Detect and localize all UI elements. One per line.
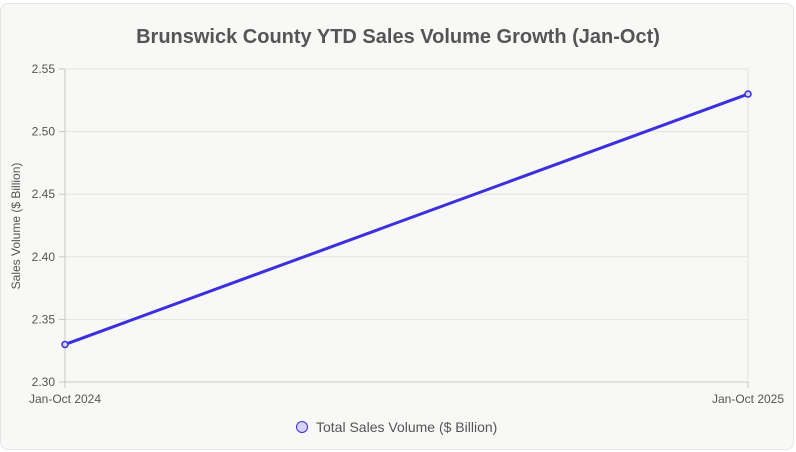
y-axis-ticks: 2.30 2.35 2.40 2.45 2.50 2.55 bbox=[32, 62, 65, 389]
x-axis-ticks: Jan-Oct 2024 Jan-Oct 2025 bbox=[29, 382, 784, 406]
legend[interactable]: Total Sales Volume ($ Billion) bbox=[296, 419, 498, 435]
y-tick-label: 2.45 bbox=[32, 187, 56, 201]
x-tick-label: Jan-Oct 2025 bbox=[712, 392, 784, 406]
y-tick-label: 2.30 bbox=[32, 375, 56, 389]
y-axis-title: Sales Volume ($ Billion) bbox=[9, 163, 23, 290]
series-layer bbox=[61, 90, 752, 349]
chart-card bbox=[0, 3, 794, 450]
legend-label[interactable]: Total Sales Volume ($ Billion) bbox=[316, 419, 497, 435]
grid-lines bbox=[64, 68, 749, 383]
legend-marker[interactable] bbox=[296, 421, 308, 433]
y-tick-label: 2.35 bbox=[32, 312, 56, 326]
data-point[interactable] bbox=[744, 90, 752, 98]
data-point[interactable] bbox=[61, 340, 69, 349]
y-tick-label: 2.40 bbox=[32, 250, 56, 264]
x-tick-label: Jan-Oct 2024 bbox=[29, 392, 101, 406]
chart-title: Brunswick County YTD Sales Volume Growth… bbox=[136, 26, 660, 48]
series-line bbox=[63, 92, 750, 346]
y-tick-label: 2.50 bbox=[32, 125, 56, 139]
y-tick-label: 2.55 bbox=[32, 62, 56, 76]
